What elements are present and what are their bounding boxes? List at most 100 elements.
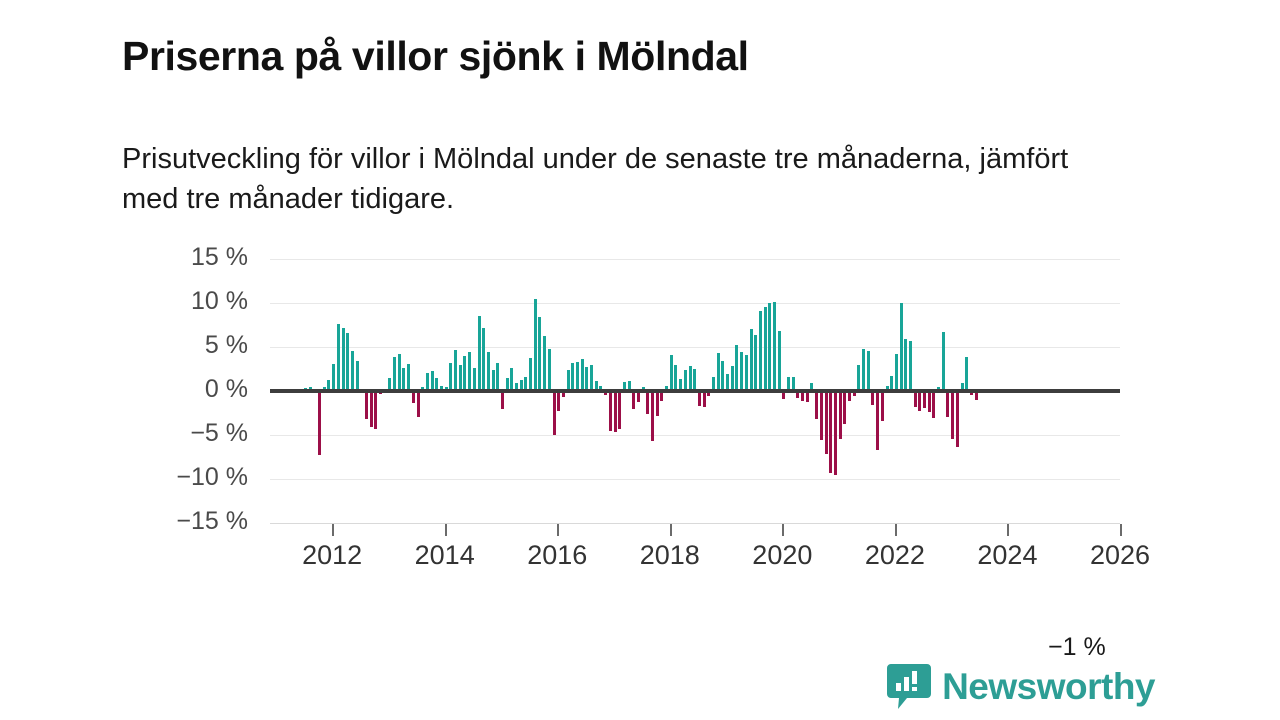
bar: [468, 352, 472, 391]
x-axis-tick: [782, 524, 785, 536]
x-axis-tick-label: 2014: [414, 540, 475, 570]
bar: [440, 385, 443, 391]
bar: [646, 391, 650, 414]
bar: [707, 391, 711, 397]
bar: [693, 369, 697, 391]
y-axis-tick-label: 10 %: [191, 287, 248, 315]
bar: [449, 362, 453, 391]
y-axis-tick-label: 0 %: [204, 375, 248, 403]
bar: [951, 391, 955, 440]
bar: [547, 348, 551, 391]
bar: [712, 376, 715, 391]
bar: [529, 357, 533, 391]
bar: [566, 369, 570, 391]
gridline: [270, 479, 1120, 480]
zero-baseline: [270, 389, 1120, 393]
bar: [890, 376, 894, 391]
bar: [346, 332, 350, 391]
bar: [772, 302, 776, 391]
logo-wordmark: Newsworthy: [942, 666, 1155, 707]
bar: [557, 391, 561, 412]
page-title: Priserna på villor sjönk i Mölndal: [122, 33, 749, 80]
x-axis-tick: [894, 524, 897, 536]
bar: [430, 370, 434, 391]
bar: [838, 391, 842, 439]
x-axis-tick: [557, 524, 560, 536]
bar: [819, 391, 823, 441]
bar: [848, 391, 851, 401]
bar: [435, 377, 439, 391]
bar: [660, 391, 664, 401]
x-axis-tick-label: 2018: [639, 540, 700, 570]
gridline: [270, 347, 1120, 348]
bar: [697, 391, 701, 406]
x-axis-tick: [1007, 524, 1010, 536]
bar: [388, 377, 392, 391]
x-axis-tick-label: 2016: [527, 540, 588, 570]
x-axis-tick: [332, 524, 335, 536]
x-axis-tick-label: 2020: [752, 540, 813, 570]
bar: [674, 364, 678, 391]
gridline: [270, 435, 1120, 436]
bar: [636, 391, 640, 402]
bar: [510, 368, 514, 391]
bar: [805, 391, 809, 402]
bar: [477, 316, 481, 391]
bar: [862, 348, 866, 391]
y-axis-tick-label: −15 %: [176, 507, 248, 535]
bar: [918, 391, 922, 412]
bar: [852, 391, 856, 397]
gridline: [270, 259, 1120, 260]
bar: [908, 340, 912, 391]
bar: [350, 350, 354, 391]
bar: [515, 383, 519, 391]
plot-area: [270, 259, 1120, 524]
x-axis-tick-label: 2024: [977, 540, 1038, 570]
bar: [880, 391, 884, 421]
bar: [458, 365, 462, 391]
bar-chart-speech-bubble-icon: [887, 664, 932, 709]
bar: [322, 386, 326, 391]
bar: [364, 391, 368, 420]
bar: [913, 391, 917, 407]
bar: [655, 391, 659, 416]
bar: [702, 391, 706, 407]
bar: [543, 335, 547, 391]
bar: [744, 354, 748, 391]
bar: [425, 372, 429, 391]
bar: [955, 391, 959, 448]
bar: [552, 391, 556, 435]
newsworthy-logo: Newsworthy: [887, 664, 1155, 710]
bar: [407, 363, 411, 391]
bar: [416, 391, 420, 417]
bar: [829, 391, 833, 473]
bar: [871, 391, 875, 406]
bar: [585, 367, 589, 391]
bar: [500, 391, 504, 410]
bar: [369, 391, 373, 428]
bar: [857, 365, 861, 391]
bar: [679, 378, 683, 391]
bar: [941, 332, 945, 391]
bar: [894, 354, 898, 391]
bar: [651, 391, 655, 442]
bar: [716, 353, 720, 391]
bar: [336, 324, 340, 391]
bar: [576, 361, 579, 391]
bar: [923, 391, 927, 408]
bar: [618, 391, 622, 429]
bar: [683, 369, 687, 391]
bar: [594, 381, 598, 391]
bar: [505, 377, 509, 391]
bar: [491, 369, 495, 391]
bar: [927, 391, 931, 413]
bar: [726, 374, 730, 391]
bar: [604, 391, 608, 396]
bar: [758, 310, 762, 391]
y-axis-tick-label: −10 %: [176, 463, 248, 491]
bar: [946, 391, 950, 417]
bar: [768, 303, 772, 391]
bar: [632, 391, 636, 409]
gridline: [270, 303, 1120, 304]
bar: [735, 345, 739, 391]
